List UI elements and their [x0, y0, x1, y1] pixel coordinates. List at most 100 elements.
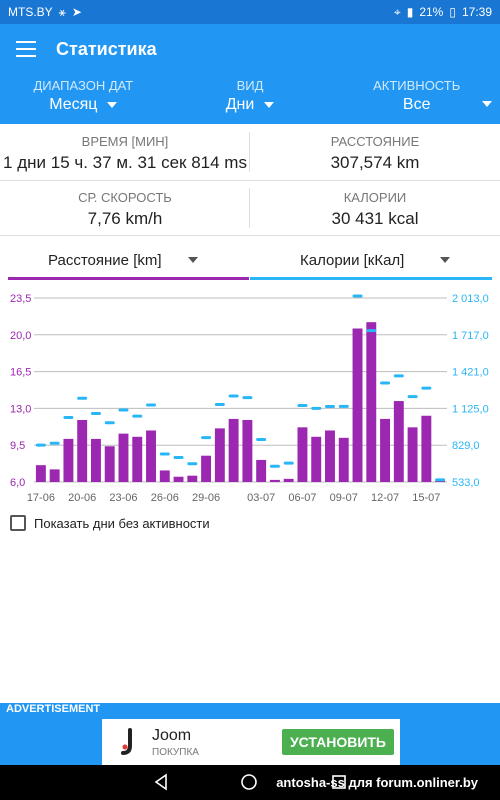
x-tick-label: 15-07 [412, 492, 440, 504]
distance-bar [159, 470, 170, 482]
distance-bar [421, 415, 432, 482]
calories-marker [201, 436, 212, 440]
divider [0, 180, 500, 181]
install-button[interactable]: УСТАНОВИТЬ [281, 729, 394, 755]
activity-dropdown[interactable]: АКТИВНОСТЬ Все [333, 74, 500, 124]
joom-logo-icon [121, 728, 132, 755]
time-label: ВРЕМЯ [МИН] [81, 134, 169, 149]
calories-marker [118, 408, 129, 412]
x-tick-label: 23-06 [109, 492, 137, 504]
calories-marker [366, 329, 377, 333]
y-right-tick-label: 1 717,0 [452, 330, 489, 342]
left-series-underline [8, 277, 249, 280]
left-series-label: Расстояние [km] [48, 251, 162, 269]
distance-bar [201, 455, 212, 482]
page-title: Статистика [56, 38, 157, 59]
right-series-underline [250, 277, 492, 280]
show-inactive-days-checkbox[interactable] [10, 515, 26, 531]
calories-value: 30 431 kcal [331, 209, 419, 228]
distance-bar [352, 328, 363, 482]
distance-bar [242, 419, 253, 482]
divider [249, 188, 250, 228]
divider [0, 235, 500, 236]
date-range-dropdown[interactable]: ДИАПАЗОН ДАТ Месяц [0, 74, 167, 124]
show-inactive-days-toggle[interactable]: Показать дни без активности [10, 515, 210, 531]
distance-bar [90, 438, 101, 482]
calories-marker [407, 395, 418, 399]
view-value: Дни [225, 96, 255, 113]
time-stat: ВРЕМЯ [МИН] 1 дни 15 ч. 37 м. 31 сек 814… [0, 124, 250, 180]
calories-marker [283, 461, 294, 465]
right-series-dropdown[interactable]: Калории [кКал] [250, 240, 492, 280]
y-left-tick-label: 9,5 [10, 440, 25, 452]
y-left-tick-label: 6,0 [10, 477, 25, 489]
activity-label: АКТИВНОСТЬ [373, 78, 461, 93]
divider [249, 132, 250, 172]
calories-marker [324, 405, 335, 409]
y-left-tick-label: 23,5 [10, 293, 31, 305]
distance-bar [173, 476, 184, 482]
dropdown-arrow-icon [107, 101, 118, 108]
menu-icon[interactable] [16, 41, 36, 57]
dropdown-arrow-icon [440, 257, 451, 263]
distance-bar [311, 436, 322, 482]
carrier-label: MTS.BY [8, 5, 53, 19]
calories-marker [35, 443, 46, 447]
distance-bar [49, 469, 60, 482]
calories-label: КАЛОРИИ [343, 190, 407, 205]
distance-bar [407, 427, 418, 482]
y-right-tick-label: 533,0 [452, 477, 480, 489]
battery-icon: ▯ [449, 5, 456, 19]
show-inactive-days-label: Показать дни без активности [34, 515, 210, 531]
distance-bar [269, 479, 280, 482]
distance-bar [214, 428, 225, 482]
x-tick-label: 09-07 [330, 492, 358, 504]
ad-app-name: Joom [152, 726, 192, 744]
calories-marker [380, 381, 391, 385]
statistics-chart: 6,0 533,0 9,5 829,0 13,0 1 125,0 16,5 1 421,0 20… [10, 293, 489, 504]
y-right-tick-label: 1 421,0 [452, 367, 489, 379]
location-icon: ⌖ [393, 4, 401, 19]
stats-summary: ВРЕМЯ [МИН] 1 дни 15 ч. 37 м. 31 сек 814… [0, 124, 500, 236]
dropdown-arrow-icon [482, 101, 493, 107]
date-range-value: Месяц [49, 96, 98, 113]
calories-stat: КАЛОРИИ 30 431 kcal [250, 180, 500, 236]
distance-bar [338, 437, 349, 482]
calories-marker [352, 294, 363, 298]
view-dropdown[interactable]: ВИД Дни [167, 74, 334, 124]
speed-stat: СР. СКОРОСТЬ 7,76 km/h [0, 180, 250, 236]
x-tick-label: 17-06 [27, 492, 55, 504]
distance-label: РАССТОЯНИЕ [330, 134, 420, 149]
filter-bar: ДИАПАЗОН ДАТ Месяц ВИД Дни АКТИВНОСТЬ Вс… [0, 74, 500, 124]
time-value: 1 дни 15 ч. 37 м. 31 сек 814 ms [3, 153, 247, 172]
status-bar: MTS.BY ⚹ ➤ ⌖ ▮ 21% ▯ 17:39 [0, 0, 500, 24]
calories-marker [435, 478, 446, 482]
y-right-tick-label: 2 013,0 [452, 293, 489, 305]
back-icon[interactable] [152, 773, 170, 791]
x-tick-label: 12-07 [371, 492, 399, 504]
calories-marker [297, 404, 308, 408]
x-tick-label: 03-07 [247, 492, 275, 504]
calories-marker [49, 441, 60, 445]
calories-marker [146, 403, 157, 407]
calories-marker [77, 396, 88, 400]
distance-bar [256, 459, 267, 482]
x-tick-label: 29-06 [192, 492, 220, 504]
recents-icon[interactable] [330, 773, 348, 791]
date-range-label: ДИАПАЗОН ДАТ [33, 78, 134, 93]
home-icon[interactable] [240, 773, 258, 791]
ad-app-subtitle: ПОКУПКА [152, 746, 199, 758]
distance-stat: РАССТОЯНИЕ 307,574 km [250, 124, 500, 180]
distance-bar [104, 446, 115, 482]
y-right-tick-label: 1 125,0 [452, 403, 489, 415]
right-series-label: Калории [кКал] [300, 251, 405, 269]
left-series-dropdown[interactable]: Расстояние [km] [8, 240, 249, 280]
signal-icon: ▮ [406, 5, 414, 19]
ad-banner[interactable]: Joom ПОКУПКА УСТАНОВИТЬ [102, 719, 400, 765]
calories-marker [311, 406, 322, 410]
distance-bar [325, 430, 335, 482]
view-label: ВИД [236, 78, 264, 93]
distance-bar [35, 465, 46, 482]
y-left-tick-label: 20,0 [10, 330, 31, 342]
calories-marker [242, 396, 253, 400]
